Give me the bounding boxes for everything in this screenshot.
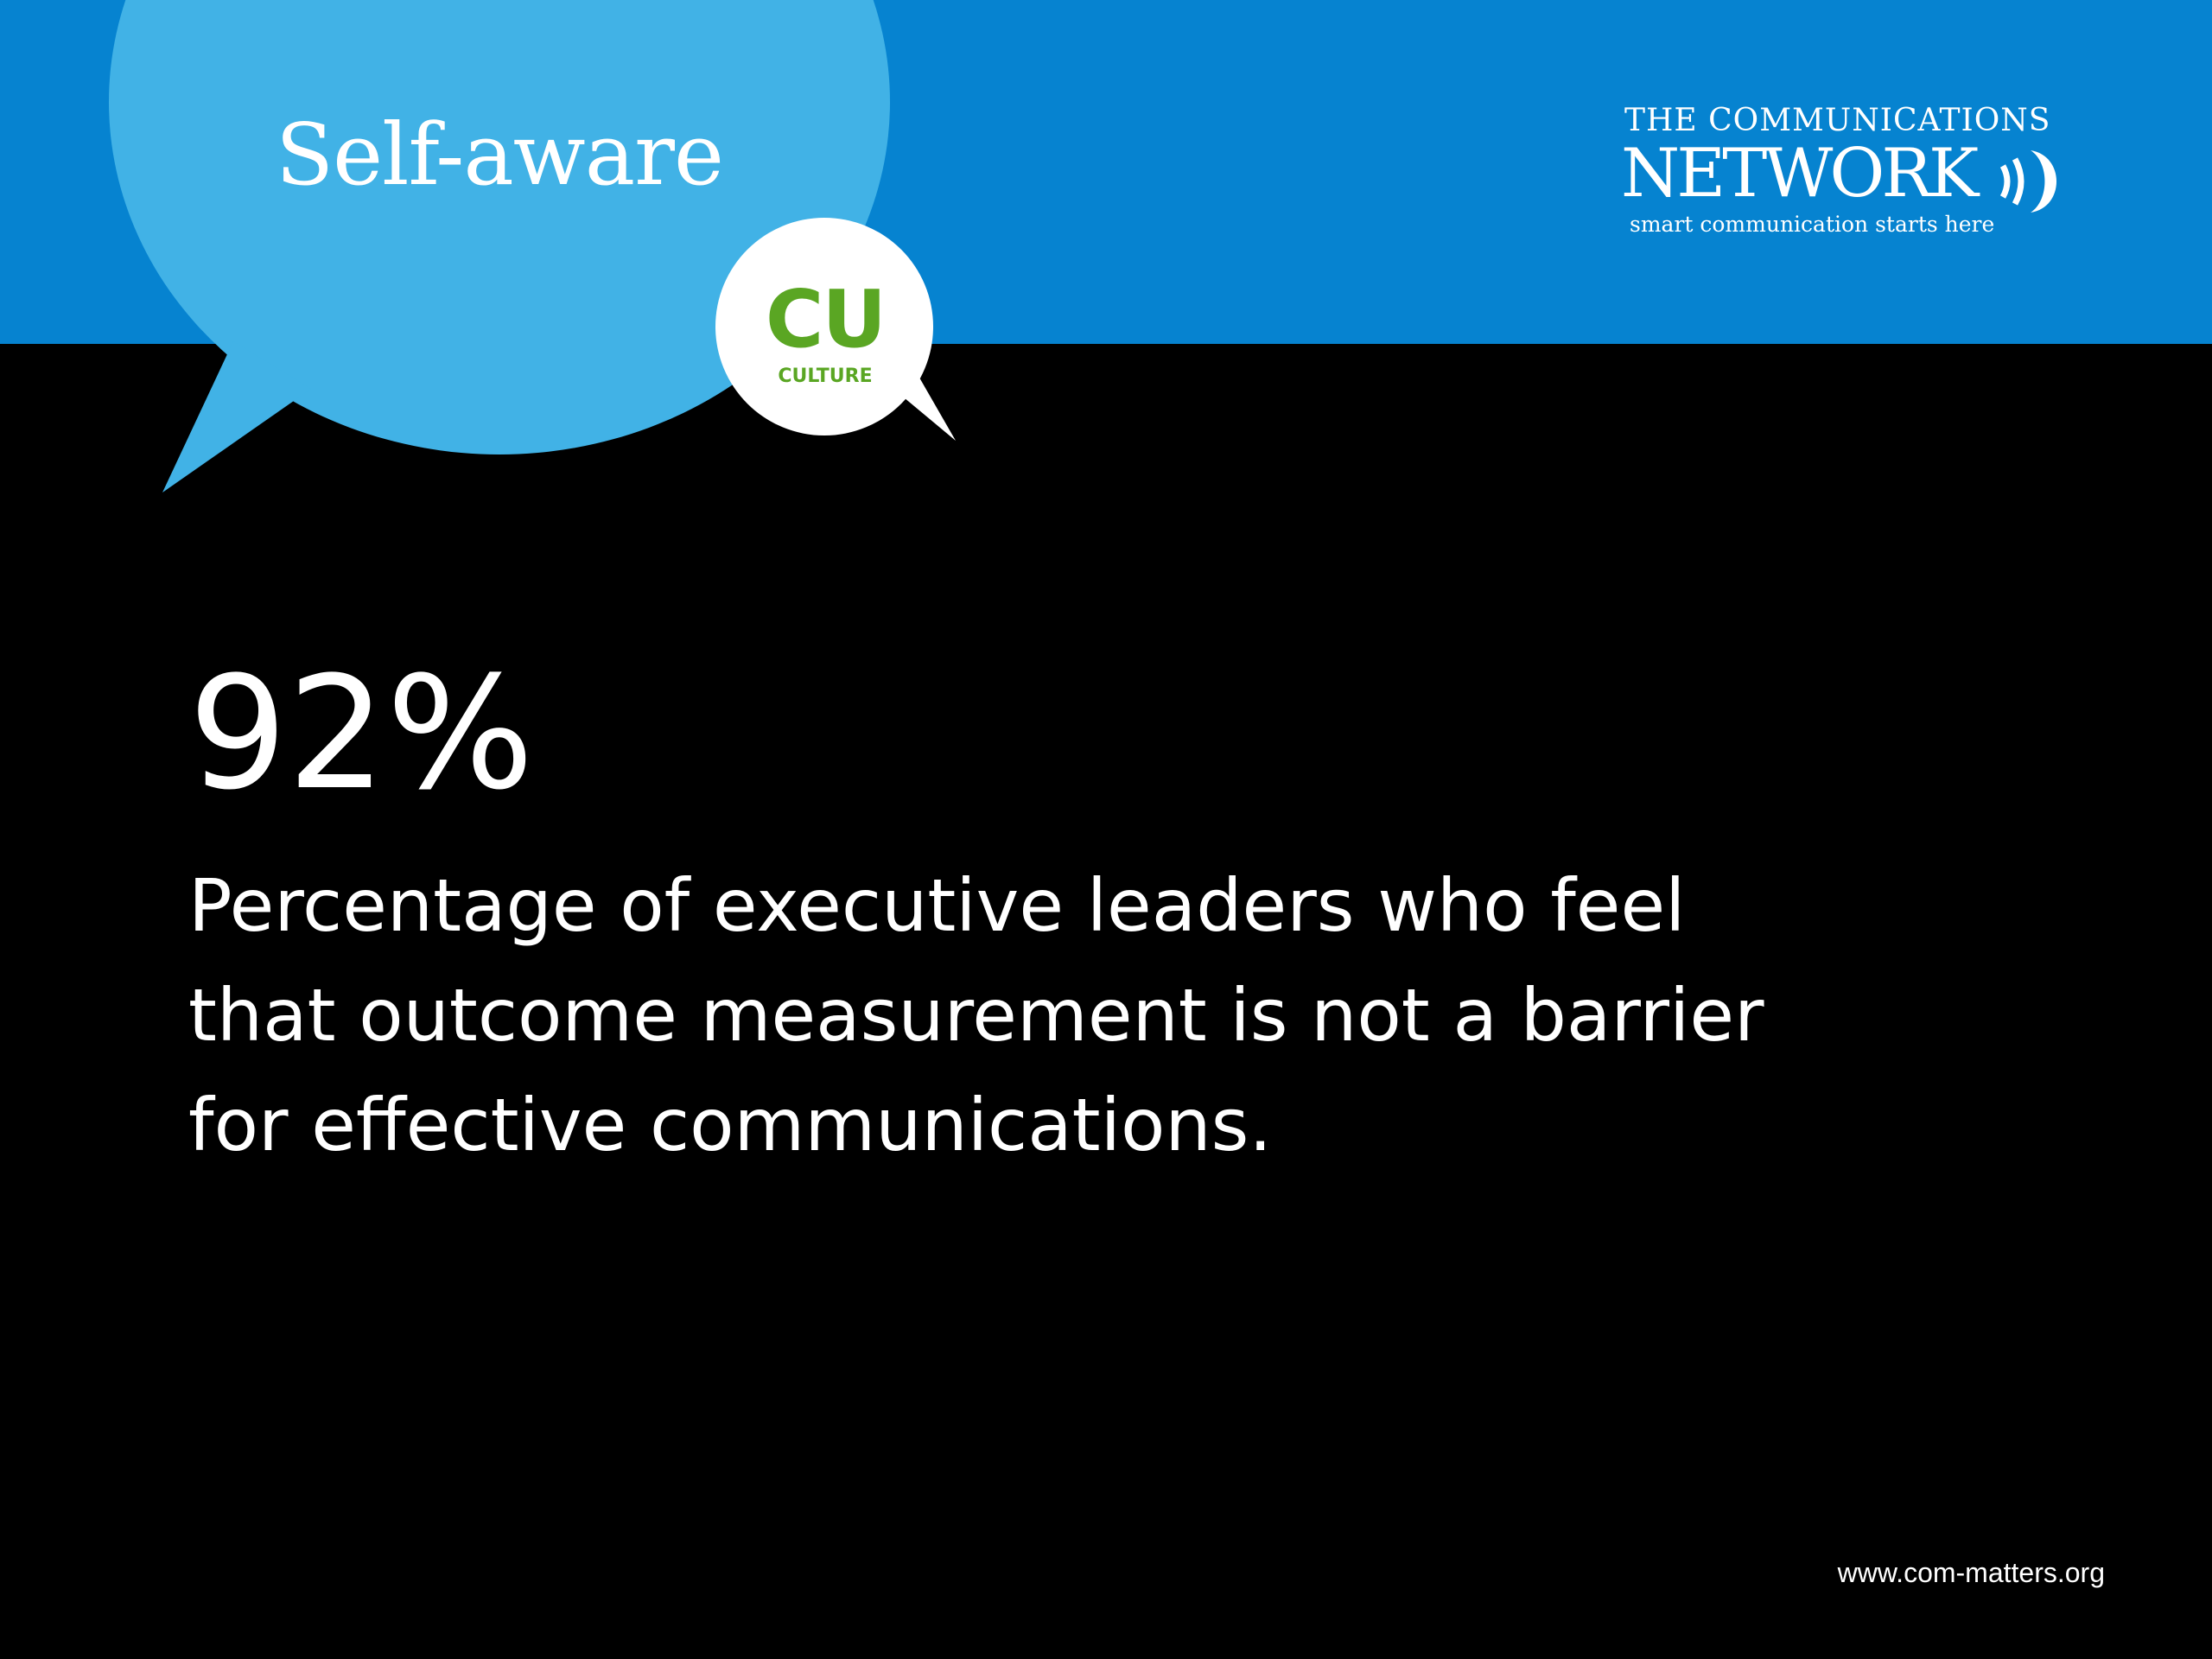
speech-bubble-graphics bbox=[109, 0, 956, 493]
culture-badge-bubble bbox=[715, 218, 956, 441]
footer-url: www.com-matters.org bbox=[1837, 1557, 2105, 1588]
culture-badge-code: CU bbox=[765, 273, 887, 365]
logo-line-2: NETWORK bbox=[1621, 135, 1979, 213]
logo-tagline: smart communication starts here bbox=[1630, 212, 1995, 237]
slide-title: Self-aware bbox=[276, 106, 724, 205]
stat-description: Percentage of executive leaders who feel… bbox=[188, 863, 1764, 1167]
culture-badge-label: CULTURE bbox=[778, 365, 873, 387]
sound-waves-icon bbox=[1999, 150, 2056, 213]
logo-line-1: THE COMMUNICATIONS bbox=[1624, 103, 2051, 138]
title-speech-bubble bbox=[109, 0, 890, 493]
stat-value: 92% bbox=[188, 644, 535, 824]
communications-network-logo: THE COMMUNICATIONS NETWORK smart communi… bbox=[1616, 102, 2082, 249]
